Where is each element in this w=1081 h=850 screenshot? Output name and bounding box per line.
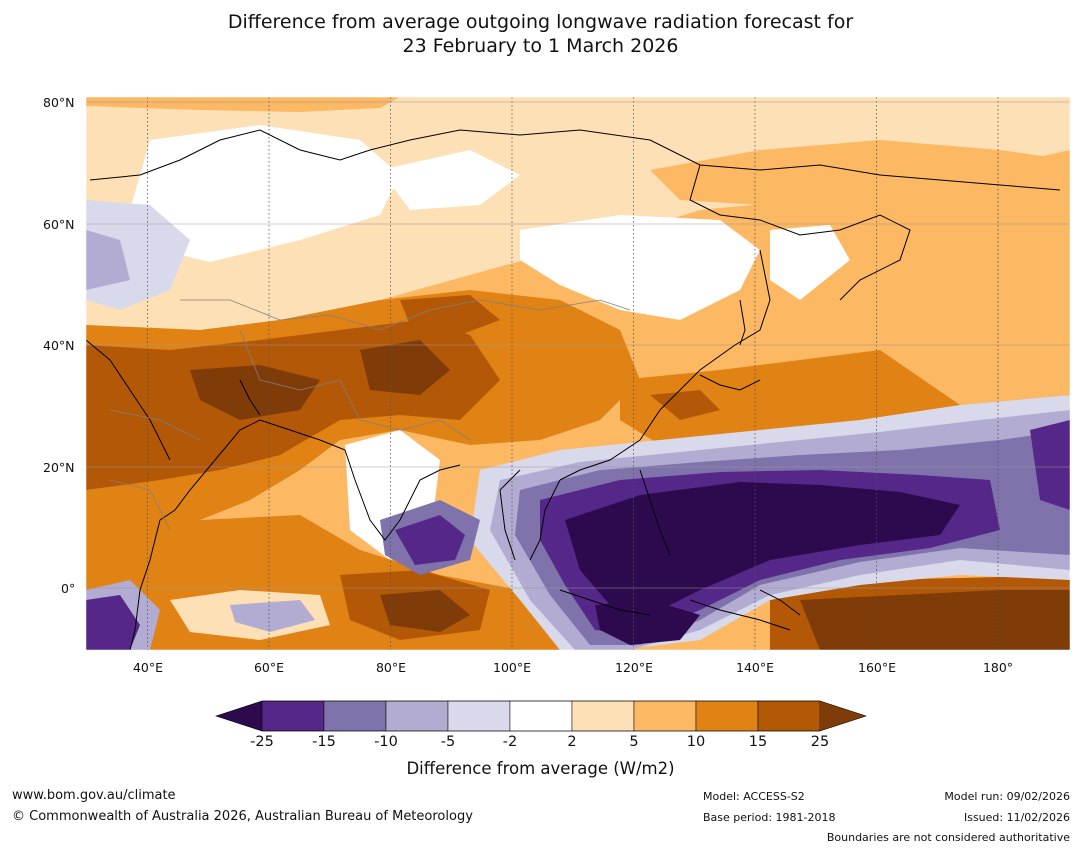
colorbar-outline — [215, 700, 867, 732]
colorbar-extend-high — [820, 701, 866, 731]
lat-label-0: 0° — [61, 581, 76, 596]
colorbar-cell — [633, 700, 697, 732]
lon-label-60e: 60°E — [253, 660, 285, 675]
field-tarim-brown — [400, 295, 500, 335]
field-japan-sea-white — [770, 225, 850, 300]
colorbar-label: Difference from average (W/m2) — [406, 759, 675, 778]
lon-label-160e: 160°E — [857, 660, 897, 675]
lon-label-80e: 80°E — [375, 660, 407, 675]
field-central-white — [380, 150, 520, 210]
map-title: Difference from average outgoing longwav… — [0, 10, 1081, 58]
field-coralsea-darkbrown — [800, 590, 1070, 650]
colorbar-tick: -10 — [374, 734, 398, 750]
colorbar-cell — [385, 700, 449, 732]
title-line-1: Difference from average outgoing longwav… — [227, 11, 854, 33]
colorbar-tick: -15 — [312, 734, 336, 750]
field-iran-darkbrown — [190, 365, 320, 420]
colorbar — [215, 700, 867, 732]
coastlines — [86, 129, 1061, 650]
field-pacific-lightorange — [880, 335, 1070, 405]
country-borders — [109, 299, 631, 531]
colorbar-tick: 25 — [810, 734, 830, 750]
colorbar-cell — [571, 700, 635, 732]
field-africa-deep — [86, 595, 140, 650]
field-madagascar-purple — [230, 600, 315, 632]
colorbar-cell — [261, 700, 325, 732]
meridian-lines — [147, 97, 999, 650]
colorbar-cell — [509, 700, 573, 732]
colorbar-extend-low — [216, 701, 262, 731]
boundaries-disclaimer: Boundaries are not considered authoritat… — [826, 831, 1070, 844]
colorbar-tick: 2 — [567, 734, 577, 750]
field-tibet-darkbrown — [360, 340, 450, 395]
field-indianocean-darkbrown — [380, 590, 470, 632]
model-run-date: Model run: 09/02/2026 — [944, 790, 1070, 803]
lat-label-20n: 20°N — [43, 460, 75, 475]
field-pacific-deep-east — [1030, 420, 1070, 510]
field-eastchina-brown — [650, 390, 720, 420]
field-philippines-darkest — [565, 482, 960, 615]
colorbar-cell — [447, 700, 511, 732]
lat-label-80n: 80°N — [43, 95, 75, 110]
lat-label-40n: 40°N — [43, 338, 75, 353]
model-name: Model: ACCESS-S2 — [703, 790, 805, 803]
colorbar-cell — [757, 700, 821, 732]
lon-label-100e: 100°E — [492, 660, 532, 675]
colorbar-tick: 15 — [748, 734, 768, 750]
website-link[interactable]: www.bom.gov.au/climate — [12, 788, 176, 803]
field-europe-purple — [86, 230, 130, 290]
colorbar-tick: -25 — [250, 734, 274, 750]
field-bengal-deep — [395, 515, 465, 565]
colorbar-tick: 10 — [686, 734, 706, 750]
lon-label-40e: 40°E — [132, 660, 164, 675]
field-mongolia-white — [520, 215, 760, 320]
colorbar-cells — [261, 700, 821, 732]
map-field — [86, 97, 1070, 650]
field-west-siberia-white — [130, 125, 400, 262]
colorbar-tick: 5 — [629, 734, 639, 750]
colorbar-cell — [323, 700, 387, 732]
base-period: Base period: 1981-2018 — [703, 811, 836, 824]
colorbar-cell — [695, 700, 759, 732]
map-frame — [85, 96, 1071, 651]
lon-label-140e: 140°E — [735, 660, 775, 675]
colorbar-tick: -2 — [502, 734, 518, 750]
lon-label-180: 180° — [982, 660, 1014, 675]
copyright-notice: © Commonwealth of Australia 2026, Austra… — [12, 809, 473, 824]
colorbar-tick: -5 — [440, 734, 456, 750]
title-line-2: 23 February to 1 March 2026 — [402, 35, 679, 57]
lat-label-60n: 60°N — [43, 217, 75, 232]
issued-date: Issued: 11/02/2026 — [963, 811, 1070, 824]
parallel-lines — [86, 101, 1070, 589]
field-indonesia-darkest — [595, 600, 700, 645]
lon-label-120e: 120°E — [614, 660, 654, 675]
field-arctic-orange — [86, 97, 400, 112]
